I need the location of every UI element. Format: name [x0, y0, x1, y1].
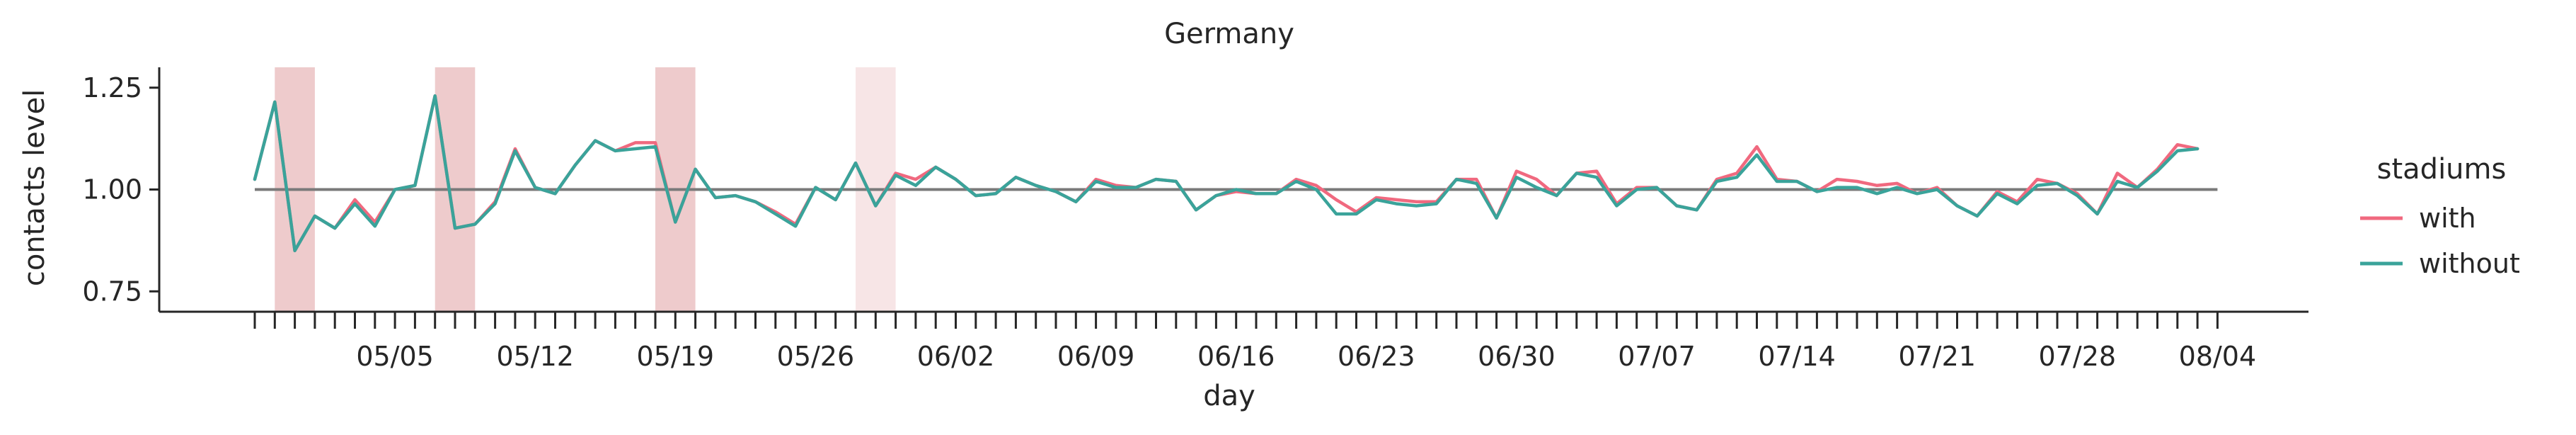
x-tick-label: 07/21 — [1898, 341, 1976, 372]
y-tick-label: 1.25 — [82, 72, 142, 103]
x-tick-label: 07/07 — [1618, 341, 1696, 372]
legend: stadiums with without — [2360, 153, 2520, 279]
x-tick-label: 06/02 — [917, 341, 995, 372]
series-line-without — [253, 94, 2200, 253]
series-lines — [253, 94, 2200, 253]
x-tick-label: 08/04 — [2179, 341, 2257, 372]
x-tick-label: 06/09 — [1057, 341, 1135, 372]
x-tick-label: 07/28 — [2039, 341, 2117, 372]
x-tick-label: 05/19 — [637, 341, 715, 372]
axes: 0.75 1.00 1.25 05/05 05/12 05/19 05/26 06/02 06… — [82, 67, 2308, 372]
series-line-with — [253, 94, 2200, 253]
chart-title: Germany — [1164, 18, 1294, 50]
x-tick-label: 05/12 — [496, 341, 574, 372]
x-tick-label: 06/23 — [1338, 341, 1415, 372]
legend-label-without: without — [2419, 248, 2520, 279]
y-tick-label: 1.00 — [82, 174, 142, 205]
legend-title: stadiums — [2377, 153, 2507, 186]
y-tick-label: 0.75 — [82, 276, 142, 307]
y-ticks: 0.75 1.00 1.25 — [82, 72, 159, 307]
y-axis-label: contacts level — [18, 89, 51, 286]
legend-label-with: with — [2419, 203, 2476, 234]
x-ticks: 05/05 05/12 05/19 05/26 06/02 06/09 06/16 06/23… — [253, 312, 2257, 372]
x-tick-label: 06/16 — [1197, 341, 1275, 372]
x-tick-label: 05/26 — [777, 341, 855, 372]
x-tick-label: 07/14 — [1758, 341, 1836, 372]
x-axis-label: day — [1203, 380, 1255, 412]
x-tick-label: 05/05 — [356, 341, 434, 372]
x-tick-label: 06/30 — [1478, 341, 1556, 372]
